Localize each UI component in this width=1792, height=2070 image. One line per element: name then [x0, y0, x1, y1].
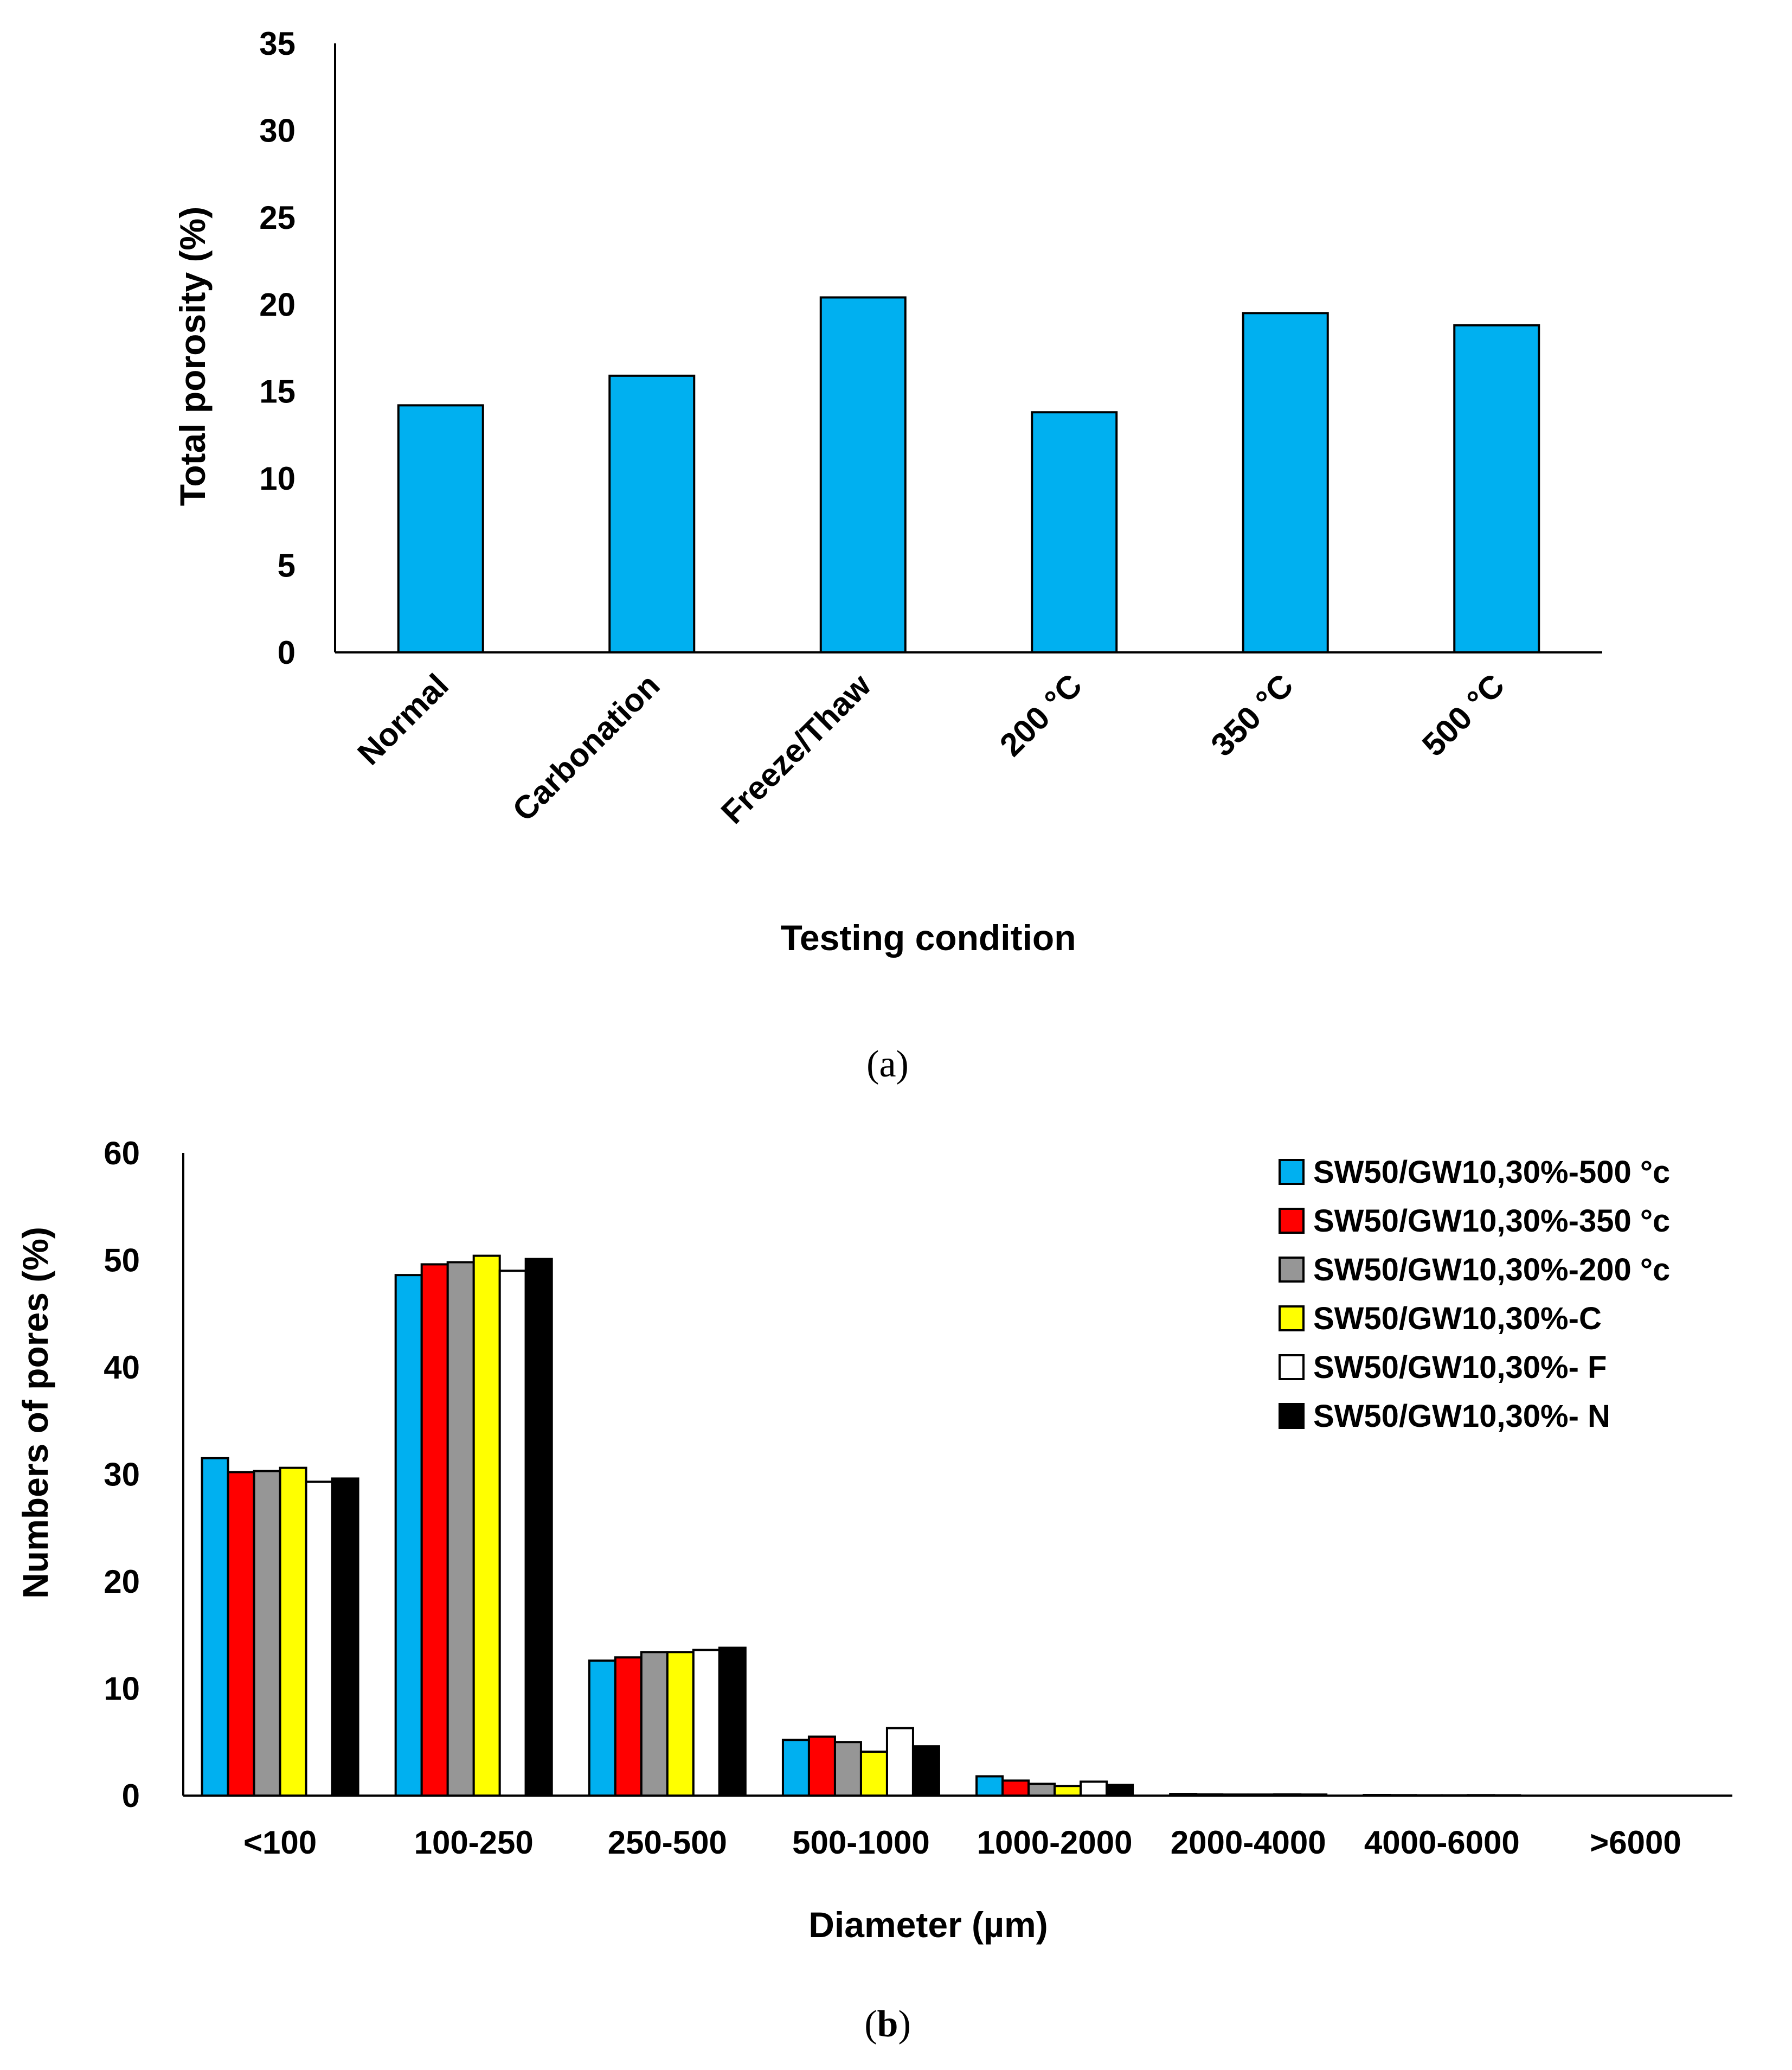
- x-tick-label: 2000-4000: [1171, 1824, 1326, 1861]
- bar-series-3: [640, 1651, 669, 1797]
- x-tick-label: 200 °C: [993, 667, 1089, 764]
- bar-freeze-thaw: [819, 296, 907, 653]
- chart-a-caption: (a): [866, 1043, 909, 1085]
- chart-b-legend: SW50/GW10,30%-500 °c SW50/GW10,30%-350 °c…: [1279, 1155, 1670, 1434]
- bar-series-1: [201, 1457, 229, 1797]
- chart-a-x-axis-title: Testing condition: [780, 918, 1076, 958]
- legend-label: SW50/GW10,30%-350 °c: [1313, 1203, 1670, 1239]
- bar-series-6: [331, 1477, 359, 1797]
- x-tick-label: 500 °C: [1415, 667, 1512, 764]
- bar-series-2: [227, 1471, 255, 1797]
- bar-series-4: [1054, 1785, 1082, 1797]
- x-tick-label: Normal: [350, 667, 455, 772]
- legend-label: SW50/GW10,30%- F: [1313, 1350, 1607, 1385]
- x-tick-label: <100: [243, 1824, 317, 1861]
- y-tick-label: 0: [122, 1778, 140, 1814]
- y-tick-label: 10: [259, 460, 296, 497]
- y-tick-label: 35: [259, 25, 296, 62]
- x-tick-label: 350 °C: [1204, 667, 1300, 764]
- chart-a-y-axis-title: Total porosity (%): [172, 207, 213, 506]
- chart-b-y-axis-title: Numbers of pores (%): [15, 1227, 55, 1599]
- bar-series-2: [614, 1656, 643, 1797]
- legend-swatch: [1279, 1354, 1305, 1380]
- bar-series-4: [859, 1751, 888, 1797]
- chart-b-x-axis-title: Diameter (µm): [808, 1905, 1048, 1945]
- y-tick-label: 60: [104, 1135, 140, 1171]
- legend-label: SW50/GW10,30%- N: [1313, 1399, 1610, 1434]
- legend-swatch: [1279, 1257, 1305, 1283]
- bar-series-6: [718, 1646, 747, 1797]
- chart-b-x-tick-labels: <100 100-250 250-500 500-1000 1000-2000 2000-…: [243, 1824, 1681, 1861]
- legend-label: SW50/GW10,30%-200 °c: [1313, 1252, 1670, 1287]
- bar-200-c: [1031, 411, 1118, 654]
- bar-series-1: [975, 1775, 1004, 1797]
- chart-b-caption: (b): [864, 2003, 911, 2045]
- bar-series-5: [1080, 1780, 1108, 1797]
- bar-carbonation: [608, 374, 696, 654]
- legend-swatch: [1279, 1305, 1305, 1331]
- bar-series-1: [781, 1739, 810, 1797]
- bar-series-5: [885, 1727, 914, 1797]
- y-tick-label: 0: [278, 635, 296, 671]
- legend-swatch: [1279, 1159, 1305, 1185]
- bar-350-c: [1242, 312, 1329, 653]
- chart-a-bars: [397, 296, 1540, 654]
- bar-series-3: [446, 1261, 475, 1797]
- bar-series-3: [253, 1470, 281, 1797]
- bar-series-6: [524, 1258, 553, 1797]
- bar-series-2: [420, 1263, 449, 1797]
- x-tick-label: 100-250: [414, 1824, 534, 1861]
- chart-b-bars: [201, 1254, 1521, 1797]
- bar-series-3: [1027, 1783, 1056, 1797]
- chart-a-x-tick-labels: Normal Carbonation Freeze/Thaw 200 °C 350 °C…: [350, 667, 1511, 831]
- bar-series-5: [692, 1649, 721, 1797]
- y-tick-label: 50: [104, 1242, 140, 1279]
- bar-series-6: [1106, 1784, 1134, 1797]
- bar-series-6: [911, 1745, 940, 1797]
- legend-swatch: [1279, 1403, 1305, 1429]
- legend-label: SW50/GW10,30%-C: [1313, 1301, 1602, 1336]
- x-tick-label: 1000-2000: [977, 1824, 1133, 1861]
- legend-label: SW50/GW10,30%-500 °c: [1313, 1155, 1670, 1190]
- y-tick-label: 20: [259, 286, 296, 323]
- y-tick-label: 30: [104, 1457, 140, 1493]
- chart-b-y-tick-labels: 0 10 20 30 40 50 60: [104, 1135, 140, 1814]
- x-tick-label: 500-1000: [792, 1824, 930, 1861]
- y-tick-label: 15: [259, 374, 296, 410]
- bar-series-1: [588, 1659, 616, 1797]
- y-tick-label: 30: [259, 112, 296, 149]
- x-tick-label: Carbonation: [505, 667, 666, 828]
- bar-series-2: [1001, 1779, 1030, 1797]
- legend-swatch: [1279, 1208, 1305, 1234]
- x-tick-label: >6000: [1590, 1824, 1681, 1861]
- chart-a-total-porosity: 0 5 10 15 20 25 30 35 Normal Carbonation Freeze/T…: [172, 25, 1602, 1085]
- y-tick-label: 40: [104, 1349, 140, 1386]
- y-tick-label: 25: [259, 200, 296, 236]
- x-tick-label: Freeze/Thaw: [714, 667, 878, 831]
- y-tick-label: 20: [104, 1563, 140, 1600]
- x-tick-label: 4000-6000: [1364, 1824, 1520, 1861]
- bar-series-3: [833, 1741, 862, 1797]
- x-tick-label: 250-500: [608, 1824, 727, 1861]
- y-tick-label: 10: [104, 1671, 140, 1707]
- bar-series-5: [498, 1270, 527, 1797]
- chart-a-y-tick-labels: 0 5 10 15 20 25 30 35: [259, 25, 296, 671]
- y-tick-label: 5: [278, 548, 296, 584]
- bar-series-1: [394, 1274, 423, 1797]
- bar-series-2: [807, 1735, 836, 1797]
- bar-500-c: [1453, 324, 1540, 653]
- bar-series-5: [305, 1481, 333, 1797]
- bar-series-4: [279, 1466, 307, 1797]
- bar-series-4: [472, 1254, 501, 1797]
- chart-b-pore-distribution: 0 10 20 30 40 50 60 <100 100-250 250-500 500-1000…: [15, 1135, 1732, 2045]
- bar-normal: [397, 404, 484, 654]
- bar-series-4: [666, 1651, 695, 1797]
